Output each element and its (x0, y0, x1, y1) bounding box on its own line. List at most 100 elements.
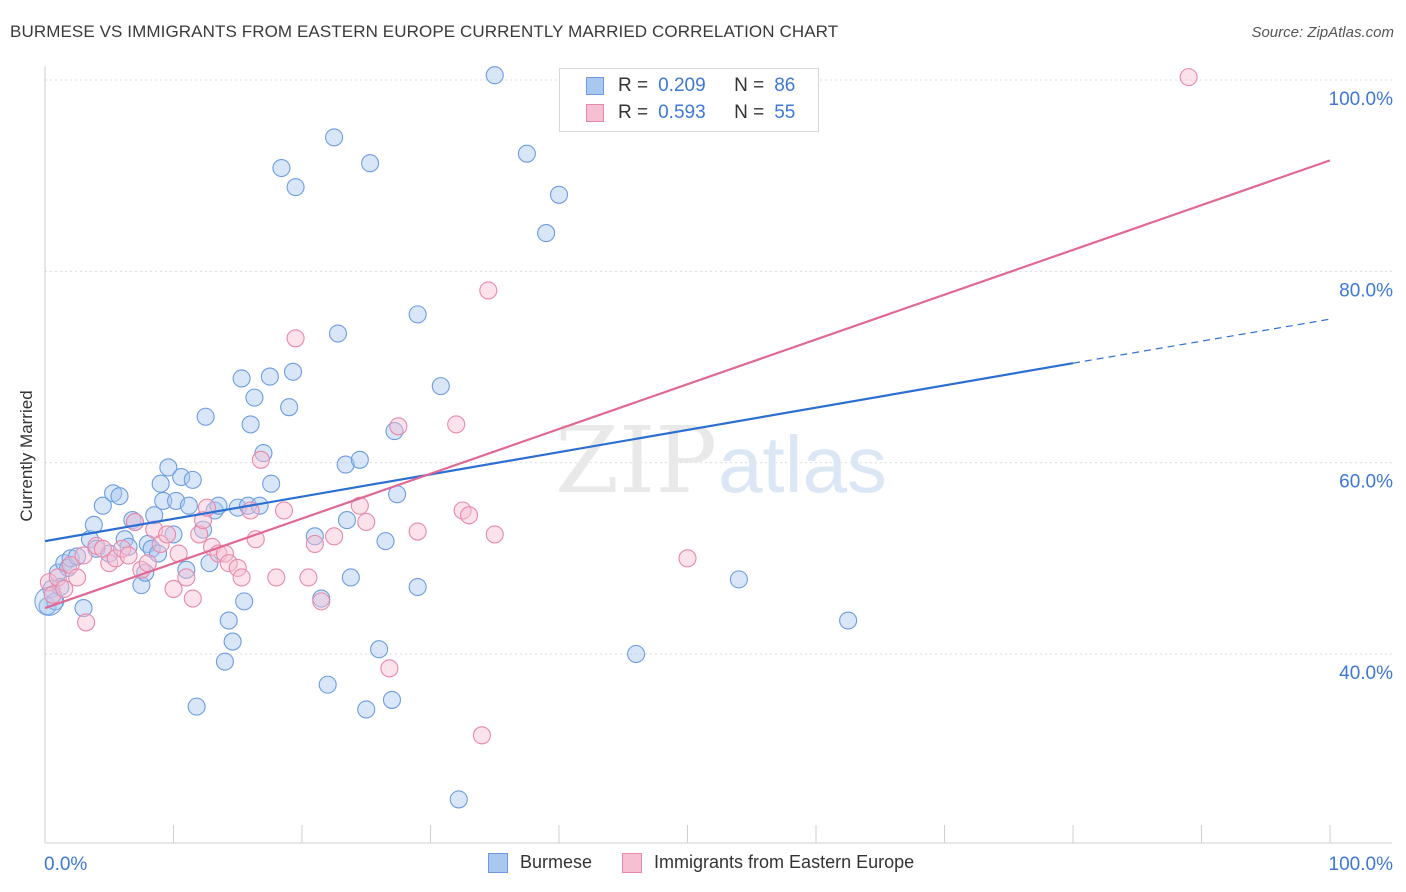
eastern-europe-point (246, 530, 265, 549)
eastern-europe-trend-line (44, 159, 1331, 610)
eastern-europe-point (274, 501, 294, 520)
burmese-point (549, 185, 569, 204)
tick-labels: 40.0% 60.0% 80.0% 100.0% 0.0% 100.0% (44, 89, 1393, 875)
r-label: R = (618, 102, 649, 123)
legend-row-eastern-europe: R = 0.593 N = 55 (586, 100, 795, 126)
y-tick-label: 80.0% (1339, 280, 1393, 301)
burmese-point (408, 305, 427, 324)
series-legend: Burmese Immigrants from Eastern Europe (488, 852, 944, 873)
eastern-europe-point (77, 613, 96, 632)
burmese-point (318, 675, 337, 694)
eastern-europe-point (325, 527, 344, 546)
watermark: ZIP atlas (555, 407, 887, 514)
burmese-point (408, 577, 427, 597)
y-tick-label: 100.0% (1329, 89, 1394, 110)
burmese-point (283, 362, 303, 381)
burmese-point (187, 697, 206, 716)
x-tick-label: 0.0% (44, 854, 87, 875)
burmese-point (839, 611, 858, 630)
stats-legend: R = 0.209 N = 86 R = 0.593 N = 55 (559, 68, 819, 132)
eastern-europe-point (228, 558, 247, 577)
y-tick-label: 40.0% (1339, 663, 1393, 684)
eastern-europe-point (485, 525, 504, 544)
burmese-point (431, 377, 450, 396)
burmese-trend-line (44, 362, 1074, 543)
burmese-point (350, 450, 369, 469)
burmese-point (537, 224, 556, 243)
burmese-point (223, 632, 242, 651)
burmese-point (172, 467, 191, 487)
burmese-swatch (586, 77, 604, 95)
trend-lines (44, 159, 1331, 610)
burmese-point (357, 700, 376, 719)
watermark-zip: ZIP (555, 407, 717, 514)
legend-label-burmese: Burmese (520, 852, 593, 872)
n-value: 86 (774, 75, 796, 96)
eastern-europe-point (68, 568, 87, 587)
burmese-point (183, 470, 202, 489)
eastern-europe-point (299, 568, 318, 587)
burmese-point (260, 367, 279, 386)
eastern-europe-point (408, 522, 427, 541)
eastern-europe-point (472, 726, 491, 745)
burmese-point (328, 324, 348, 343)
eastern-europe-point (119, 546, 138, 565)
burmese-point (93, 496, 112, 515)
eastern-europe-point (43, 585, 62, 604)
burmese-point (151, 474, 170, 493)
burmese-point (164, 525, 183, 544)
eastern-europe-point (151, 534, 170, 554)
eastern-europe-point (48, 568, 67, 587)
grid-lines (45, 79, 1392, 655)
eastern-europe-point (74, 546, 93, 565)
eastern-europe-point (113, 539, 132, 558)
eastern-europe-point (459, 506, 479, 525)
burmese-point (219, 611, 238, 630)
eastern-europe-point (380, 659, 399, 678)
burmese-point (305, 527, 324, 546)
burmese-point (337, 511, 357, 530)
burmese-point (74, 599, 93, 618)
burmese-point (361, 154, 380, 173)
eastern-europe-point (312, 592, 331, 611)
burmese-point (262, 474, 281, 493)
burmese-point (485, 66, 504, 85)
eastern-europe-point (219, 554, 238, 573)
burmese-point (341, 568, 360, 587)
eastern-europe-point (1179, 68, 1198, 87)
eastern-europe-point (251, 450, 270, 469)
burmese-point (382, 690, 402, 709)
legend-label-eastern-europe: Immigrants from Eastern Europe (654, 852, 915, 872)
eastern-europe-point (177, 568, 196, 587)
eastern-europe-point (125, 512, 144, 532)
eastern-europe-point (164, 579, 183, 598)
eastern-europe-point (286, 329, 305, 348)
r-value: 0.209 (658, 75, 706, 96)
eastern-europe-point (479, 281, 498, 300)
legend-item-eastern-europe: Immigrants from Eastern Europe (622, 852, 914, 873)
watermark-atlas: atlas (718, 420, 887, 509)
burmese-point (280, 398, 299, 417)
burmese-point (179, 496, 198, 515)
y-tick-label: 60.0% (1339, 472, 1393, 493)
eastern-europe-point (447, 415, 466, 434)
eastern-europe-point (357, 512, 376, 532)
eastern-europe-point (190, 525, 209, 544)
source-label: Source: ZipAtlas.com (1251, 24, 1394, 41)
burmese-point (627, 644, 646, 664)
burmese-point (232, 369, 251, 388)
r-value: 0.593 (658, 102, 706, 123)
eastern-europe-points (39, 68, 1198, 745)
legend-item-burmese: Burmese (488, 852, 592, 873)
burmese-point (145, 506, 164, 525)
burmese-point (159, 458, 178, 477)
burmese-point (235, 592, 254, 611)
burmese-point (177, 560, 196, 579)
n-label: N = (734, 75, 765, 96)
eastern-europe-point (350, 496, 369, 515)
burmese-point (370, 640, 389, 659)
burmese-point (729, 570, 748, 589)
eastern-europe-swatch (586, 104, 604, 122)
burmese-point (517, 144, 536, 163)
